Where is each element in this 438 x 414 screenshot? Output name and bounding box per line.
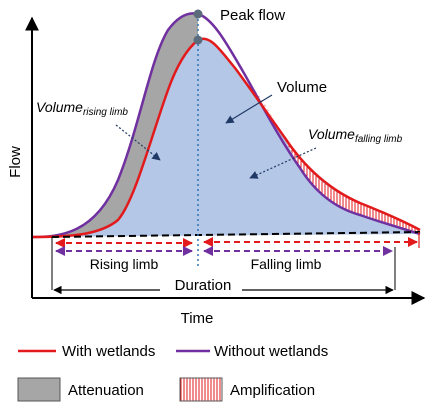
volume-label: Volume bbox=[277, 79, 327, 96]
volume-rising-sub: rising limb bbox=[83, 107, 128, 118]
attenuation-region bbox=[32, 13, 198, 237]
volume-arrow bbox=[225, 94, 273, 124]
y-axis-label: Flow bbox=[7, 146, 24, 178]
volume-rising-label: Volumerising limb bbox=[36, 99, 128, 118]
legend-with-wetlands-label: With wetlands bbox=[62, 343, 155, 360]
volume-falling-arrow bbox=[249, 147, 317, 179]
falling-limb-label: Falling limb bbox=[251, 256, 322, 272]
legend-without-wetlands-label: Without wetlands bbox=[214, 343, 328, 360]
peak-flow-label: Peak flow bbox=[220, 7, 285, 24]
volume-falling-label: Volumefalling limb bbox=[308, 126, 403, 145]
peak-marker-with-wetlands bbox=[193, 35, 203, 45]
legend-attenuation-swatch bbox=[17, 377, 61, 402]
without-wetlands-curve bbox=[31, 12, 421, 239]
legend-attenuation-label: Attenuation bbox=[68, 382, 144, 399]
volume-falling-base: Volume bbox=[308, 126, 355, 142]
volume-falling-sub: falling limb bbox=[355, 134, 403, 145]
peak-marker-without-wetlands bbox=[193, 9, 203, 19]
duration-label-bg bbox=[160, 276, 242, 294]
rising-limb-label: Rising limb bbox=[90, 256, 159, 272]
legend-amplification-label: Amplification bbox=[230, 382, 315, 399]
volume-rising-arrow bbox=[115, 124, 161, 161]
duration-label: Duration bbox=[175, 277, 232, 294]
x-axis-label: Time bbox=[181, 310, 214, 327]
baseline-dashed bbox=[51, 231, 421, 238]
with-wetlands-curve bbox=[31, 37, 421, 239]
legend-amplification-swatch bbox=[179, 377, 223, 402]
volume-rising-base: Volume bbox=[36, 99, 83, 115]
